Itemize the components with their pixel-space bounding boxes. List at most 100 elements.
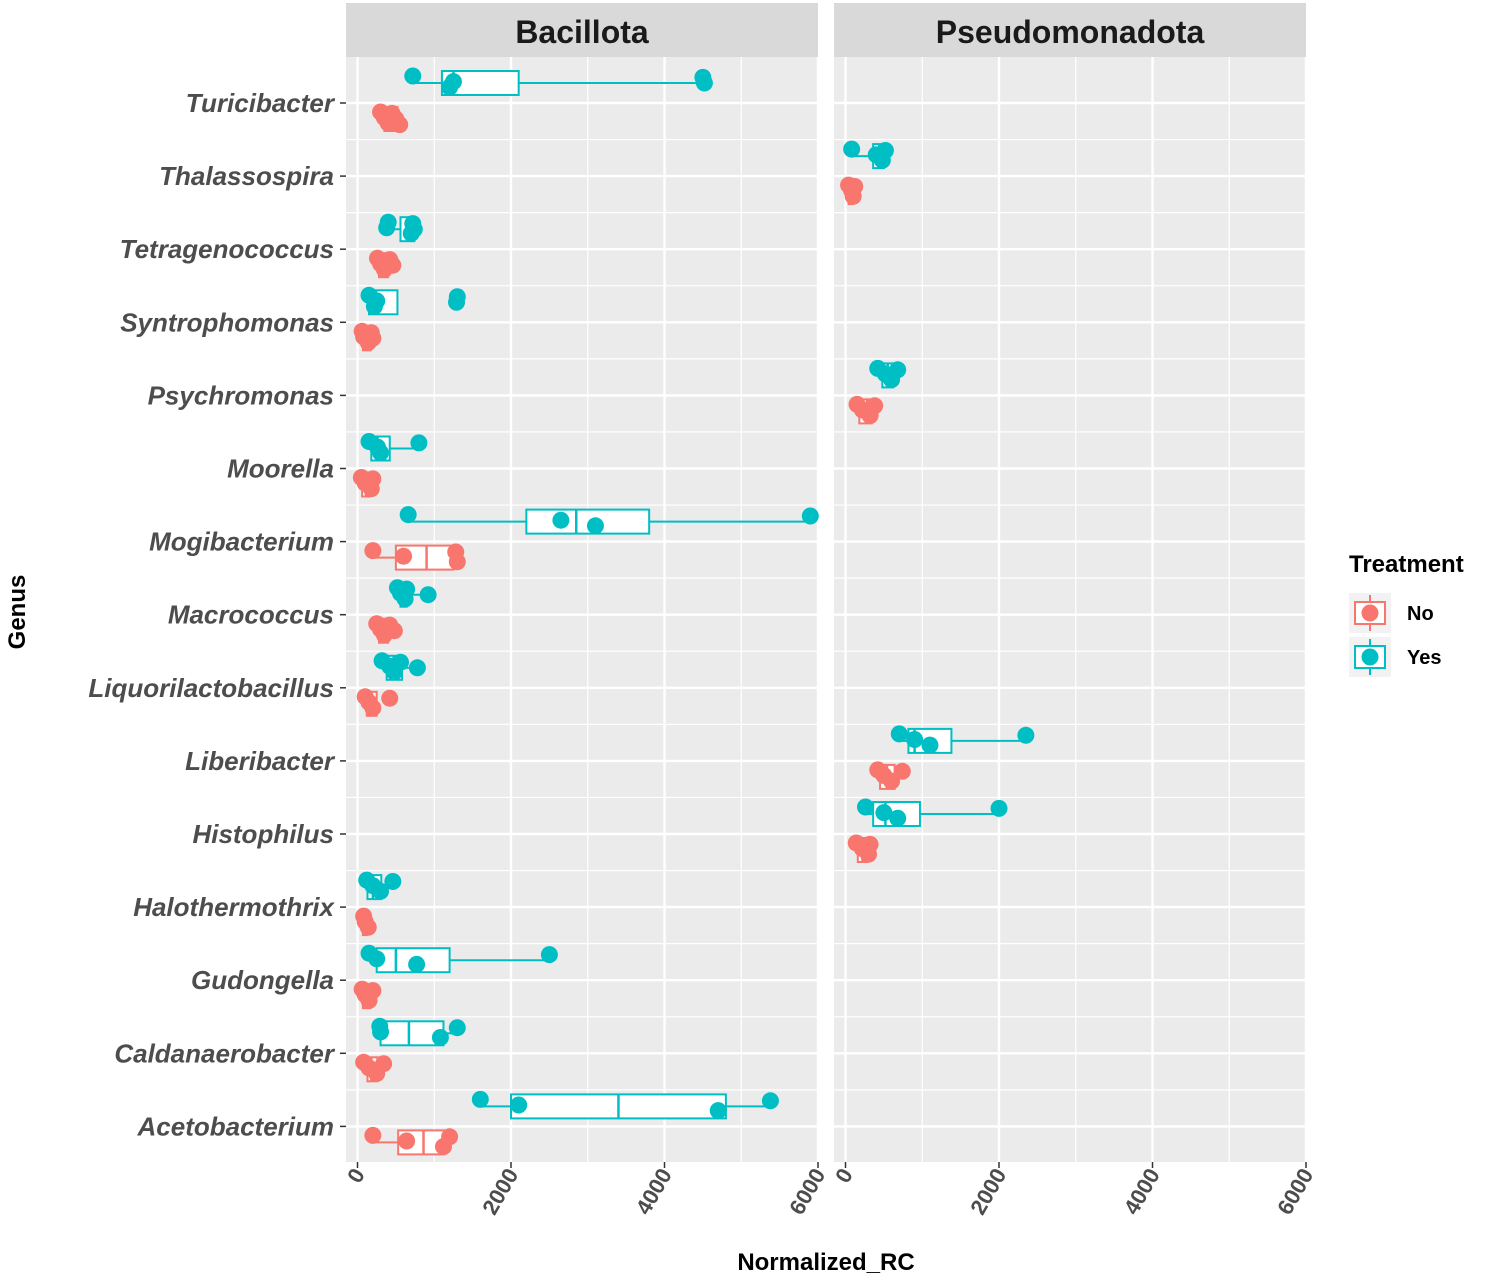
data-point: [846, 178, 864, 195]
x-tick-label: 6000: [1272, 1164, 1318, 1219]
box-halothermothrix-no: [355, 907, 377, 937]
data-point: [471, 1090, 489, 1108]
box-tetragenococcus-yes: [378, 213, 423, 243]
facet-panel-bacillota: Bacillota 0 2000 4000 6000: [342, 3, 830, 1219]
data-point: [890, 725, 908, 743]
box-psychromonas-no: [848, 395, 884, 425]
facet-strip: [346, 3, 818, 57]
data-point: [391, 653, 409, 671]
data-point: [385, 622, 403, 640]
data-point: [364, 1126, 382, 1144]
data-point: [441, 78, 459, 96]
data-point: [378, 219, 396, 237]
box-tetragenococcus-no: [368, 249, 402, 279]
genus-label: Syntrophomonas: [120, 307, 334, 337]
genus-label: Caldanaerobacter: [114, 1038, 336, 1068]
data-point: [883, 772, 901, 790]
facet-strip: [834, 3, 1306, 57]
genus-label: Histophilus: [192, 819, 334, 849]
data-point: [384, 256, 402, 274]
data-point: [843, 140, 861, 158]
x-axis-title: Normalized_RC: [737, 1249, 914, 1276]
box-halothermothrix-yes: [358, 871, 402, 901]
box-liberibacter-yes: [890, 725, 1035, 754]
genus-label: Thalassospira: [159, 161, 334, 191]
genus-label: Liberibacter: [185, 746, 336, 776]
facet-panel-pseudomonadota: Pseudomonadota 0 2000 4000 6000: [830, 3, 1318, 1219]
data-point: [395, 547, 413, 565]
data-point: [398, 1132, 416, 1150]
data-point: [398, 580, 416, 598]
box-liquorilactobacillus-yes: [373, 652, 426, 681]
x-tick-label: 0: [830, 1164, 858, 1187]
box-turicibacter-no: [372, 103, 409, 134]
data-point: [364, 699, 382, 717]
box-syntrophomonas-yes: [360, 286, 466, 316]
data-point: [399, 506, 417, 524]
data-point: [408, 955, 426, 973]
box-thalassospira-yes: [843, 140, 894, 170]
data-point: [364, 329, 382, 347]
data-point: [364, 542, 382, 560]
data-point: [1017, 726, 1035, 744]
genus-label: Psychromonas: [148, 380, 334, 410]
x-tick-label: 4000: [631, 1164, 677, 1219]
data-point: [540, 946, 558, 964]
x-tick-label: 4000: [1119, 1164, 1165, 1219]
box-iqr: [525, 508, 651, 535]
data-point: [889, 809, 907, 827]
panel-background: [346, 57, 818, 1162]
box-gudongella-yes: [360, 944, 558, 974]
x-tick-label: 0: [342, 1164, 370, 1187]
legend-key-point: [1361, 604, 1379, 622]
data-point: [876, 142, 894, 159]
data-point: [364, 982, 382, 1000]
box-caldanaerobacter-no: [355, 1053, 393, 1083]
data-point: [410, 434, 428, 452]
y-axis-title: Genus: [4, 575, 31, 650]
data-point: [875, 804, 893, 822]
box-syntrophomonas-no: [353, 322, 382, 352]
data-point: [709, 1102, 727, 1120]
data-point: [448, 1019, 466, 1037]
data-point: [368, 950, 386, 968]
data-point: [447, 543, 465, 561]
data-point: [906, 731, 924, 748]
data-point: [695, 74, 713, 92]
data-point: [761, 1092, 779, 1110]
legend-title: Treatment: [1349, 551, 1464, 578]
data-point: [364, 470, 382, 488]
data-point: [405, 220, 423, 238]
genus-label: Acetobacterium: [137, 1111, 335, 1141]
data-point: [365, 298, 383, 315]
box-caldanaerobacter-yes: [371, 1017, 466, 1047]
data-point: [372, 1023, 390, 1041]
data-point: [866, 397, 884, 415]
legend-label-yes: Yes: [1407, 647, 1441, 669]
facet-strip-label: Pseudomonadota: [936, 14, 1205, 50]
box-mogibacterium-no: [364, 542, 466, 571]
data-point: [893, 762, 911, 780]
data-point: [510, 1096, 528, 1114]
genus-label: Mogibacterium: [149, 527, 334, 557]
data-point: [431, 1029, 449, 1046]
box-acetobacterium-no: [364, 1126, 459, 1156]
data-point: [448, 293, 466, 311]
data-point: [381, 106, 399, 124]
data-point: [861, 835, 879, 853]
data-point: [359, 918, 377, 936]
genus-label: Gudongella: [191, 965, 334, 995]
genus-label: Macrococcus: [168, 600, 334, 630]
x-tick-label: 2000: [477, 1164, 523, 1219]
genus-label: Tetragenococcus: [120, 234, 334, 264]
genus-label: Liquorilactobacillus: [88, 673, 334, 703]
data-point: [384, 873, 402, 890]
box-macrococcus-yes: [388, 579, 437, 608]
box-macrococcus-no: [368, 615, 403, 644]
data-point: [372, 882, 390, 900]
data-point: [889, 361, 907, 379]
data-point: [921, 736, 939, 754]
data-point: [404, 67, 422, 85]
genus-label: Moorella: [227, 454, 334, 484]
